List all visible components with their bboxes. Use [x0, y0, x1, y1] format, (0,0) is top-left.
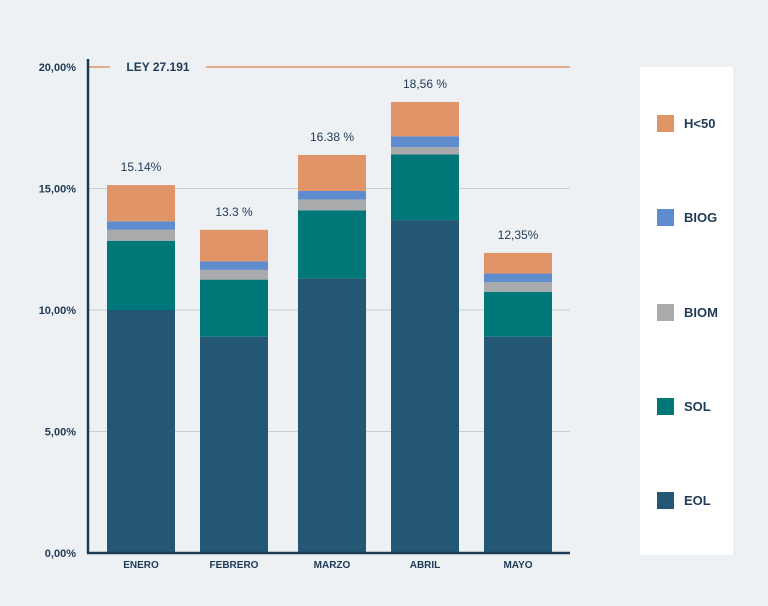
legend-label: H<50	[684, 116, 716, 131]
legend: H<50 BIOG BIOM SOL EOL	[640, 67, 733, 555]
bar-segment	[200, 229, 268, 262]
legend-label: SOL	[684, 399, 711, 414]
bar-segment	[391, 101, 459, 137]
legend-label: EOL	[684, 493, 711, 508]
legend-label: BIOM	[684, 305, 718, 320]
y-tick-label: 10,00%	[39, 305, 77, 317]
x-tick-label: MAYO	[503, 560, 532, 571]
y-tick-label: 5,00%	[45, 427, 76, 439]
bar-segment	[298, 199, 366, 211]
bar-segment	[107, 310, 175, 553]
bar-segment	[107, 185, 175, 222]
bar-segment	[107, 240, 175, 310]
bar-segment	[391, 220, 459, 553]
bar-total-label: 18,56 %	[403, 77, 447, 91]
bar-segment	[484, 282, 552, 292]
legend-label: BIOG	[684, 210, 718, 225]
bar-segment	[200, 336, 268, 553]
bar-segment	[298, 210, 366, 279]
bar-segment	[484, 252, 552, 274]
x-tick-label: ABRIL	[410, 560, 441, 571]
bar-segment	[391, 136, 459, 148]
bar-total-label: 12,35%	[498, 228, 539, 242]
bar-segment	[391, 147, 459, 155]
y-tick-label: 0,00%	[45, 548, 76, 560]
legend-swatch	[657, 304, 674, 321]
reference-line-label: LEY 27.191	[126, 60, 189, 74]
bar-segment	[107, 221, 175, 230]
bar-segment	[200, 261, 268, 270]
bar-segment	[107, 229, 175, 241]
y-tick-label: 15,00%	[39, 184, 77, 196]
bar-segment	[298, 190, 366, 200]
legend-swatch	[657, 492, 674, 509]
bar-segment	[484, 291, 552, 337]
reference-label-background	[110, 58, 206, 76]
bar-segment	[484, 336, 552, 553]
legend-swatch	[657, 398, 674, 415]
bar-segment	[298, 278, 366, 553]
x-tick-label: ENERO	[123, 560, 159, 571]
legend-swatch	[657, 115, 674, 132]
bar-segment	[298, 154, 366, 191]
bar-total-label: 16.38 %	[310, 130, 354, 144]
bar-segment	[200, 279, 268, 337]
bar-segment	[391, 154, 459, 221]
bar-segment	[484, 273, 552, 283]
bar-segment	[200, 269, 268, 280]
x-tick-label: MARZO	[314, 560, 351, 571]
legend-swatch	[657, 209, 674, 226]
y-tick-label: 20,00%	[39, 62, 77, 74]
bar-total-label: 13.3 %	[215, 205, 253, 219]
x-tick-label: FEBRERO	[210, 560, 259, 571]
bar-total-label: 15.14%	[121, 160, 162, 174]
